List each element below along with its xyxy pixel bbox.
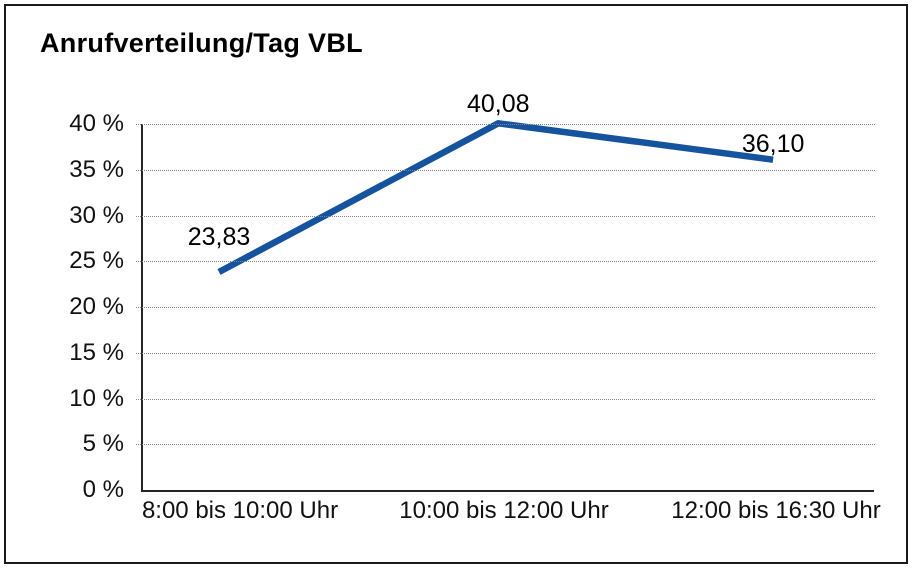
data-point-label: 23,83	[187, 222, 251, 251]
horizontal-gridline	[136, 352, 875, 354]
x-axis-category-label: 8:00 bis 10:00 Uhr	[141, 497, 339, 524]
horizontal-gridline	[136, 215, 875, 217]
data-point-label: 40,08	[466, 90, 530, 119]
y-axis-tick-label: 5 %	[82, 430, 124, 458]
y-axis-tick-label: 0 %	[82, 476, 124, 503]
x-axis-category-label: 10:00 bis 12:00 Uhr	[399, 497, 609, 524]
y-axis-tick-label: 25 %	[69, 247, 124, 275]
horizontal-gridline	[136, 124, 875, 125]
line-chart-svg	[217, 120, 774, 275]
horizontal-gridline	[136, 261, 875, 263]
plot-area	[136, 120, 875, 492]
y-axis-tick-label: 35 %	[69, 155, 124, 183]
y-axis-tick-label: 40 %	[69, 110, 124, 137]
y-axis-tick-label: 15 %	[69, 338, 124, 366]
horizontal-gridline	[136, 307, 875, 308]
chart-title: Anrufverteilung/Tag VBL	[40, 28, 363, 58]
data-series-line	[217, 120, 774, 275]
chart-border-frame	[4, 4, 908, 564]
y-axis-tick-label: 30 %	[69, 201, 124, 229]
horizontal-gridline	[136, 444, 875, 446]
x-axis-category-label: 12:00 bis 16:30 Uhr	[671, 497, 881, 524]
horizontal-gridline	[136, 398, 875, 400]
y-axis-tick-label: 10 %	[69, 384, 124, 412]
horizontal-gridline	[136, 169, 875, 171]
y-axis-tick-label: 20 %	[69, 293, 124, 320]
data-point-label: 36,10	[741, 129, 805, 158]
